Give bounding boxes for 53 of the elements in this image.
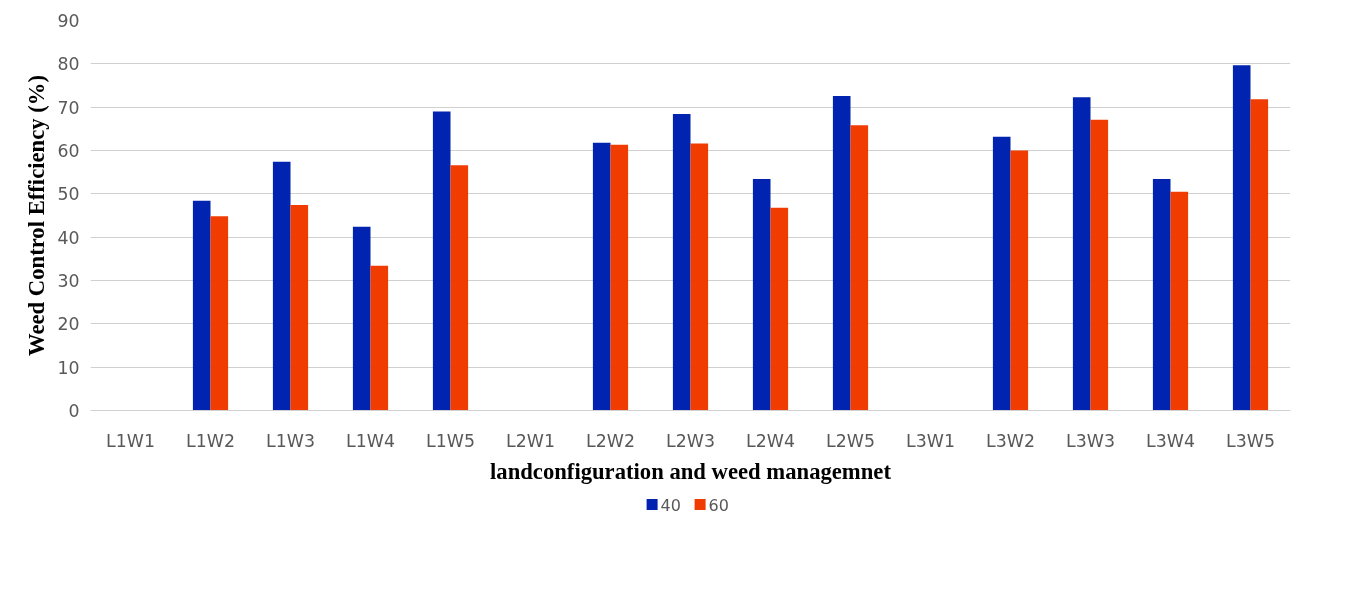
bar: [272, 161, 291, 411]
bar: [290, 205, 309, 411]
x-tick-label: L2W5: [826, 430, 875, 451]
bar: [432, 111, 451, 411]
bar: [992, 136, 1011, 411]
bar: [1072, 97, 1091, 411]
y-tick-label: 10: [57, 357, 80, 378]
bar: [832, 95, 851, 411]
y-tick-label: 0: [68, 401, 80, 421]
x-tick-label: L2W3: [666, 430, 715, 451]
y-tick-label: 20: [57, 314, 80, 335]
x-tick-label: L2W4: [746, 430, 795, 451]
x-tick-label: L3W5: [1226, 430, 1275, 451]
y-tick-label: 30: [57, 271, 80, 291]
bar: [1170, 191, 1189, 411]
bar: [1250, 99, 1269, 411]
bar: [1010, 150, 1029, 411]
x-tick-label: L2W2: [586, 430, 635, 451]
bar: [450, 165, 469, 411]
bar: [770, 207, 789, 411]
y-tick-label: 90: [57, 11, 80, 31]
x-tick-label: L1W5: [426, 430, 475, 451]
bar: [752, 179, 771, 411]
x-tick-label: L3W3: [1066, 430, 1115, 451]
x-tick-label: L1W1: [106, 430, 155, 451]
y-tick-label: 40: [57, 227, 80, 248]
bar: [370, 265, 389, 411]
bar: [1152, 179, 1171, 411]
bar: [1090, 119, 1109, 411]
x-tick-label: L1W2: [186, 430, 235, 451]
bar: [352, 226, 371, 411]
y-tick-label: 50: [57, 184, 80, 205]
x-tick-label: L1W3: [266, 430, 315, 451]
bar: [610, 144, 629, 411]
y-tick-label: 80: [57, 54, 80, 75]
bar: [850, 125, 869, 411]
legend-label: 40: [660, 495, 681, 515]
bar: [672, 114, 691, 411]
bar: [690, 143, 709, 411]
x-tick-label: L3W4: [1146, 430, 1195, 451]
bar: [210, 216, 229, 411]
y-tick-label: 70: [57, 97, 80, 118]
bar: [192, 200, 211, 411]
y-tick-label: 60: [57, 141, 80, 161]
bar: [1232, 65, 1251, 411]
legend-label: 60: [708, 495, 729, 515]
x-tick-label: L2W1: [506, 430, 555, 451]
bar: [592, 142, 611, 411]
x-axis-title: landconfiguration and weed managemnet: [490, 458, 892, 484]
x-tick-label: L3W1: [906, 430, 955, 451]
x-tick-label: L3W2: [986, 430, 1035, 451]
y-axis-title: Weed Control Efficiency (%): [24, 75, 50, 356]
x-tick-label: L1W4: [346, 430, 395, 451]
